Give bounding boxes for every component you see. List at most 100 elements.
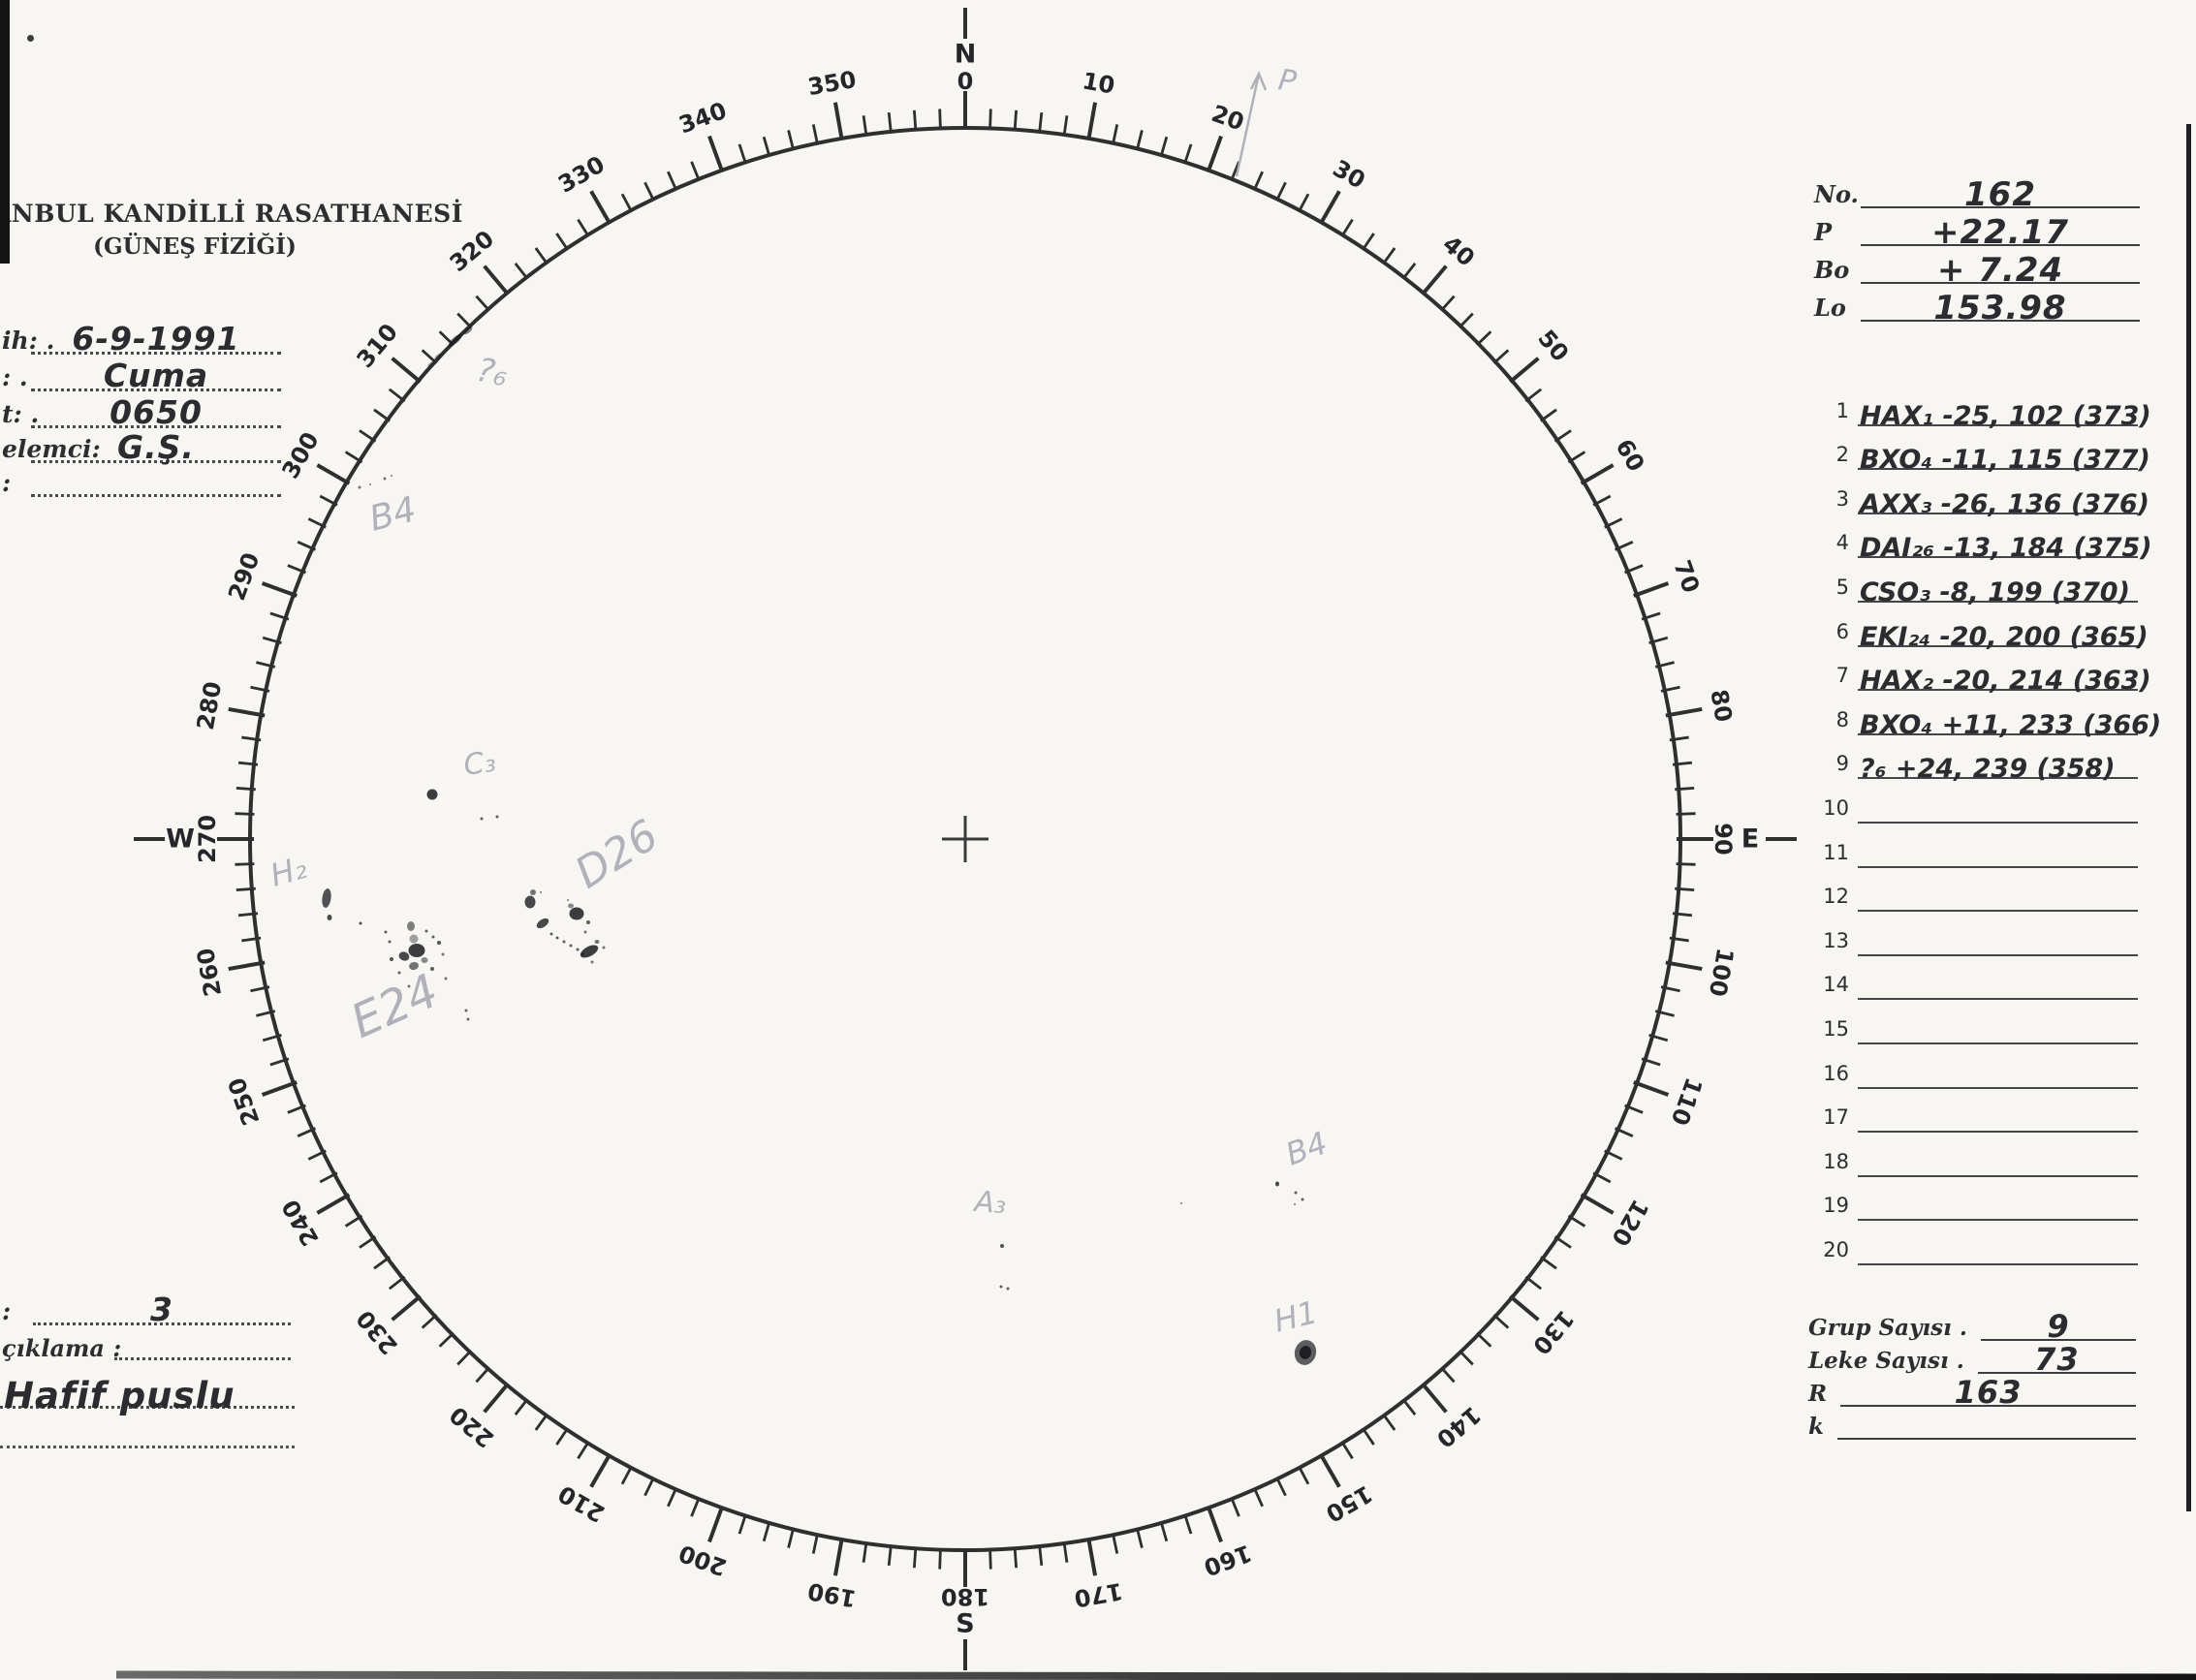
svg-text:330: 330 <box>553 150 609 198</box>
svg-text:100: 100 <box>1704 946 1739 998</box>
dotted-line: 0650 <box>31 389 281 431</box>
svg-text:140: 140 <box>1431 1401 1486 1453</box>
svg-text:250: 250 <box>223 1074 265 1130</box>
ruled-line: 9 <box>1980 1306 2136 1345</box>
group-row-number: 9 <box>1835 752 1849 776</box>
ruled-line: ?₆ +24, 239 (358) <box>1858 733 2138 784</box>
count-row: Leke Sayısı . 73 <box>1808 1341 2136 1378</box>
ephemeris-value: + 7.24 <box>1936 251 2064 290</box>
meta-field-value: 6-9-1991 <box>72 320 240 358</box>
ephemeris-row: Bo + 7.24 <box>1814 246 2140 290</box>
meta-field-row: : . Cuma <box>0 355 302 394</box>
svg-text:20: 20 <box>1208 100 1247 137</box>
svg-text:90: 90 <box>1710 823 1737 855</box>
svg-text:70: 70 <box>1668 557 1705 597</box>
count-value: 163 <box>1954 1374 2023 1411</box>
remarks-note-row: Hafif puslu <box>0 1361 295 1416</box>
sunspot-group-list: 1 HAX₁ -25, 102 (373) 2 BXO₄ -11, 115 (377)… <box>1818 382 2161 1265</box>
meta-field-row: ih: . 6-9-1991 <box>0 318 302 358</box>
svg-text:0: 0 <box>957 68 974 95</box>
svg-text:260: 260 <box>192 946 227 998</box>
ephemeris-label: No. <box>1814 180 1859 208</box>
ephemeris-row: No. 162 <box>1814 169 2140 214</box>
group-row-number: 16 <box>1823 1061 1849 1085</box>
ruled-line: BXO₄ +11, 233 (366) <box>1858 689 2161 740</box>
ruled-line <box>1858 1087 2138 1134</box>
svg-text:E: E <box>1741 824 1759 855</box>
svg-text:30: 30 <box>1329 155 1370 195</box>
count-label: Leke Sayısı . <box>1808 1348 1964 1374</box>
svg-text:280: 280 <box>192 679 227 731</box>
ephemeris-value: +22.17 <box>1930 213 2070 252</box>
meta-field-row: elemci: G.Ş. <box>0 423 302 466</box>
ruled-line: HAX₂ -20, 214 (363) <box>1858 645 2151 696</box>
counts-block: Grup Sayısı . 9 Leke Sayısı . 73 R 163 k <box>1808 1308 2136 1440</box>
group-row-number: 1 <box>1835 398 1849 422</box>
group-list-row: 17 <box>1818 1089 2138 1134</box>
count-value: 73 <box>2034 1341 2080 1378</box>
remarks-label-row: çıklama : <box>0 1332 291 1362</box>
count-row: k <box>1808 1407 2136 1440</box>
svg-text:340: 340 <box>675 97 731 139</box>
group-list-row: 13 <box>1818 912 2138 956</box>
ruled-line: DAI₂₆ -13, 184 (375) <box>1858 513 2152 563</box>
group-entry: AXX₃ -26, 136 (376) <box>1860 488 2149 519</box>
remarks-note-value: Hafif puslu <box>4 1375 235 1416</box>
group-row-number: 14 <box>1823 973 1849 997</box>
svg-text:120: 120 <box>1606 1195 1653 1250</box>
group-entry: BXO₄ +11, 233 (366) <box>1860 709 2162 740</box>
remarks-label: çıklama : <box>2 1334 122 1362</box>
ruled-line <box>1858 777 2138 824</box>
svg-text:240: 240 <box>276 1195 324 1250</box>
svg-text:80: 80 <box>1705 688 1737 725</box>
group-list-row: 19 <box>1818 1177 2138 1222</box>
ephemeris-block: No. 162 P +22.17 Bo + 7.24 Lo 153.98 <box>1814 169 2140 327</box>
ruled-line <box>1858 1042 2138 1089</box>
meta-field-row: : <box>0 460 302 497</box>
svg-text:310: 310 <box>351 319 403 373</box>
group-list-row: 9 ?₆ +24, 239 (358) <box>1818 733 2138 784</box>
group-row-number: 6 <box>1835 619 1849 643</box>
group-entry: HAX₂ -20, 214 (363) <box>1860 666 2151 697</box>
svg-text:H₂: H₂ <box>267 849 311 894</box>
meta-field-label: t: . <box>2 400 40 428</box>
svg-text:D26: D26 <box>567 810 667 898</box>
group-list-row: 1 HAX₁ -25, 102 (373) <box>1818 382 2151 431</box>
ephemeris-row: P +22.17 <box>1814 206 2140 252</box>
scan-edge-artifact <box>0 0 10 264</box>
group-list-row: 7 HAX₂ -20, 214 (363) <box>1818 645 2151 696</box>
ruled-line <box>1858 866 2138 913</box>
group-row-number: 20 <box>1823 1237 1849 1261</box>
group-row-number: 19 <box>1823 1194 1849 1218</box>
ruled-line: +22.17 <box>1861 206 2140 252</box>
svg-text:N: N <box>955 40 977 70</box>
svg-text:?₆: ?₆ <box>473 351 511 395</box>
svg-text:220: 220 <box>445 1401 499 1453</box>
svg-text:230: 230 <box>351 1305 403 1359</box>
ruled-line <box>1836 1405 2136 1440</box>
dotted-line <box>31 457 281 497</box>
svg-text:H1: H1 <box>1271 1293 1321 1340</box>
remarks-block: : 3 çıklama : Hafif puslu <box>0 1291 300 1465</box>
dotted-line <box>0 1361 295 1409</box>
quality-field-row: : 3 <box>0 1291 296 1328</box>
group-list-row: 6 EKI₂₄ -20, 200 (365) <box>1818 601 2149 652</box>
dotted-line <box>114 1332 291 1360</box>
scan-speck-artifact <box>27 35 34 42</box>
svg-text:170: 170 <box>1072 1577 1124 1612</box>
svg-text:B4: B4 <box>1281 1124 1333 1172</box>
ephemeris-label: Lo <box>1814 294 1846 322</box>
group-row-number: 15 <box>1823 1016 1849 1041</box>
count-row: Grup Sayısı . 9 <box>1808 1306 2136 1345</box>
svg-text:190: 190 <box>805 1577 858 1612</box>
group-list-row: 16 <box>1818 1044 2138 1089</box>
ruled-line: EKI₂₄ -20, 200 (365) <box>1858 601 2149 652</box>
scan-edge-artifact <box>2186 124 2191 1511</box>
group-list-row: 12 <box>1818 868 2138 913</box>
ruled-line: 162 <box>1861 169 2140 214</box>
ruled-line: 153.98 <box>1861 282 2140 327</box>
count-label: R <box>1808 1381 1828 1407</box>
dotted-line: G.Ş. <box>31 423 281 466</box>
